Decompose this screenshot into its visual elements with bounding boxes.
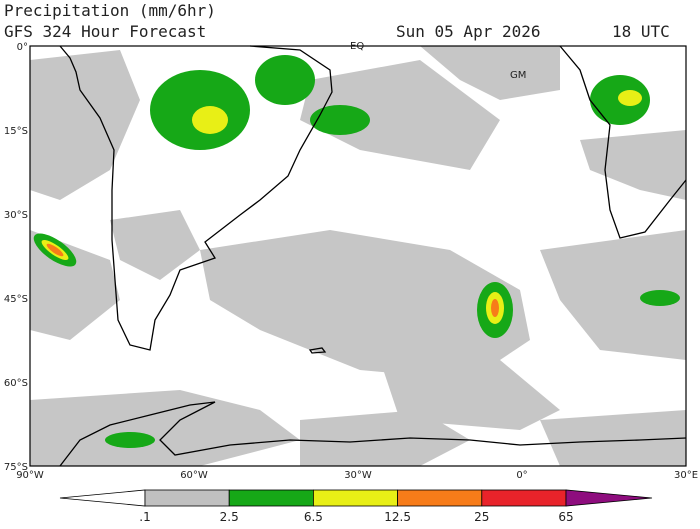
colorbar-label: .1	[139, 510, 150, 524]
meridian-label: GM	[510, 70, 526, 81]
colorbar-label: 25	[474, 510, 489, 524]
colorbar-label: 65	[558, 510, 573, 524]
colorbar-label: 12.5	[384, 510, 411, 524]
colorbar-segment	[312, 489, 398, 507]
colorbar-end	[565, 489, 653, 507]
colorbar-label: 2.5	[220, 510, 239, 524]
lat-label: 30°S	[4, 210, 28, 221]
lat-label: 0°	[17, 42, 28, 53]
coastlines	[59, 45, 687, 467]
map-frame	[29, 45, 687, 467]
lat-label: 60°S	[4, 378, 28, 389]
equator-label: EQ	[350, 41, 364, 52]
very-heavy-precip	[46, 243, 499, 317]
time: 18 UTC	[612, 22, 670, 41]
lon-label: 30°W	[344, 470, 372, 481]
colorbar: .1 2.5 6.5 12.5 25 65	[59, 489, 653, 524]
subtitle: GFS 324 Hour Forecast	[4, 22, 206, 41]
lon-label: 30°E	[674, 470, 698, 481]
lon-label: 90°W	[16, 470, 44, 481]
lon-label: 0°	[516, 470, 527, 481]
date: Sun 05 Apr 2026	[396, 22, 541, 41]
lon-label: 60°W	[180, 470, 208, 481]
map: EQ GM	[29, 41, 687, 467]
colorbar-label: 6.5	[304, 510, 323, 524]
colorbar-segment	[144, 489, 230, 507]
axes: 0° 15°S 30°S 45°S 60°S 75°S90°W 60°W 30°W 0° 30°E	[4, 42, 698, 481]
colorbar-segment	[397, 489, 483, 507]
title: Precipitation (mm/6hr)	[4, 1, 216, 20]
lat-label: 45°S	[4, 294, 28, 305]
lat-label: 75°S	[4, 462, 28, 473]
lat-label: 15°S	[4, 126, 28, 137]
colorbar-segment	[228, 489, 314, 507]
colorbar-end	[59, 489, 146, 507]
colorbar-segment	[481, 489, 567, 507]
